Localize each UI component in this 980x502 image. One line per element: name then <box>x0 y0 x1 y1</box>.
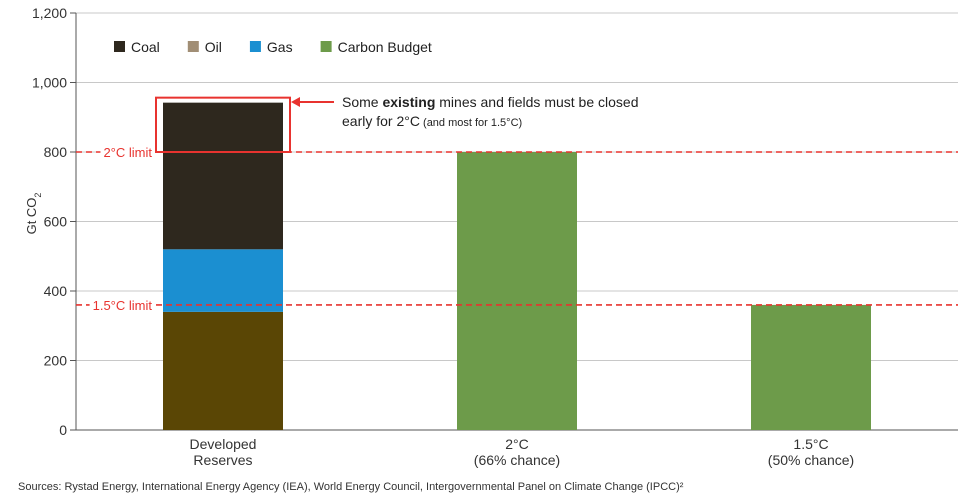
annotation-line-2: early for 2°C (and most for 1.5°C) <box>342 113 522 129</box>
legend-label: Oil <box>205 39 222 55</box>
annotation-line-1: Some existing mines and fields must be c… <box>342 94 638 110</box>
x-category-label: 1.5°C <box>793 436 828 452</box>
x-category-label: (50% chance) <box>768 452 854 468</box>
x-category-label: (66% chance) <box>474 452 560 468</box>
legend-swatch <box>249 41 261 52</box>
x-category-label: 2°C <box>505 436 529 452</box>
y-tick-label: 600 <box>44 214 68 230</box>
y-axis-label-subscript: 2 <box>33 193 43 198</box>
reference-line-label: 2°C limit <box>103 145 152 160</box>
annotation-highlight-box <box>155 96 291 153</box>
x-category-label: Reserves <box>193 452 252 468</box>
y-tick-label: 0 <box>59 422 67 438</box>
bar-carbon-budget <box>751 304 871 430</box>
reference-label-background <box>100 144 156 161</box>
y-tick-label: 200 <box>44 353 68 369</box>
stacked-bar-chart: 0 200 400 600 800 1,000 1,200 Gt CO2 DevelopedRe… <box>24 5 958 468</box>
legend-label: Carbon Budget <box>338 39 432 55</box>
x-category-label: Developed <box>190 436 257 452</box>
legend-label: Coal <box>131 39 160 55</box>
source-note: Sources: Rystad Energy, International En… <box>18 481 684 493</box>
y-tick-label: 800 <box>44 144 68 160</box>
bar-coal <box>163 102 283 250</box>
legend-swatch <box>187 41 199 52</box>
annotation-arrowhead <box>291 97 300 107</box>
y-tick-label: 1,000 <box>32 75 67 91</box>
reference-line-label: 1.5°C limit <box>93 298 153 313</box>
bar-gas <box>163 249 283 312</box>
legend-label: Gas <box>267 39 293 55</box>
legend-swatch <box>320 41 332 52</box>
legend-swatch <box>114 41 125 52</box>
bar-oil <box>163 311 283 430</box>
y-axis-label: Gt CO2 <box>24 193 43 235</box>
y-tick-label: 400 <box>44 283 68 299</box>
y-tick-label: 1,200 <box>32 5 67 21</box>
bar-carbon-budget <box>457 152 577 430</box>
reference-label-background <box>89 296 156 314</box>
